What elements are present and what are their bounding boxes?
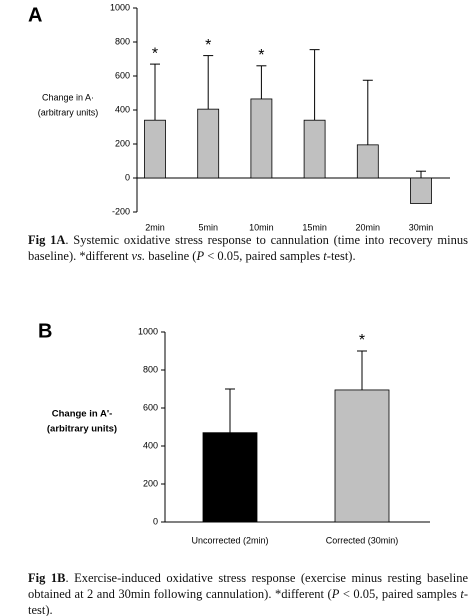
y-tick-label: -200 bbox=[112, 206, 130, 216]
caption-text: . Systemic oxidative stress response to … bbox=[28, 233, 468, 263]
significance-marker: * bbox=[258, 47, 264, 64]
x-tick-label: 15min bbox=[302, 222, 327, 232]
caption-text: Fig 1A bbox=[28, 233, 66, 247]
caption-text: t bbox=[460, 587, 464, 601]
y-axis-label: (arbitrary units) bbox=[38, 107, 99, 117]
panel-letter: A bbox=[28, 4, 42, 26]
caption-a: Fig 1A. Systemic oxidative stress respon… bbox=[28, 232, 468, 264]
x-tick-label: 2min bbox=[145, 222, 165, 232]
y-tick-label: 400 bbox=[143, 440, 158, 450]
bar bbox=[334, 389, 390, 523]
y-axis-label: Change in A· bbox=[42, 92, 94, 102]
caption-text: vs. bbox=[131, 249, 146, 263]
caption-text: < 0.05, paired samples bbox=[339, 587, 461, 601]
y-tick-label: 800 bbox=[115, 36, 130, 46]
y-tick-label: 0 bbox=[125, 172, 130, 182]
y-tick-label: 200 bbox=[115, 138, 130, 148]
bar bbox=[356, 144, 379, 179]
bar bbox=[144, 119, 166, 179]
x-tick-label: 5min bbox=[198, 222, 218, 232]
caption-b: Fig 1B. Exercise-induced oxidative stres… bbox=[28, 570, 468, 616]
caption-text: . Exercise-induced oxidative stress resp… bbox=[28, 571, 468, 601]
caption-text: -test). bbox=[28, 587, 469, 616]
bar bbox=[250, 98, 273, 179]
caption-text: < 0.05, paired samples bbox=[204, 249, 324, 263]
significance-marker: * bbox=[152, 45, 158, 62]
bar bbox=[202, 432, 258, 523]
bar bbox=[410, 177, 432, 204]
y-axis-label: (arbitrary units) bbox=[47, 424, 117, 435]
caption-text: baseline ( bbox=[145, 249, 197, 263]
y-axis-label: Change in A'- bbox=[52, 409, 113, 420]
significance-marker: * bbox=[359, 332, 365, 349]
caption-text: P bbox=[331, 587, 340, 601]
x-tick-label: 30min bbox=[409, 222, 434, 232]
caption-text: P bbox=[196, 249, 205, 263]
y-tick-label: 1000 bbox=[110, 2, 130, 12]
y-tick-label: 800 bbox=[143, 364, 158, 374]
y-tick-label: 600 bbox=[115, 70, 130, 80]
caption-text: t bbox=[323, 249, 327, 263]
y-tick-label: 0 bbox=[153, 516, 158, 526]
y-tick-label: 200 bbox=[143, 478, 158, 488]
significance-marker: * bbox=[205, 37, 211, 54]
y-tick-label: 1000 bbox=[138, 326, 158, 336]
caption-text: -test). bbox=[326, 249, 356, 263]
bar bbox=[197, 108, 220, 179]
x-tick-label: 20min bbox=[356, 222, 381, 232]
caption-text: Fig 1B bbox=[28, 571, 66, 585]
y-tick-label: 600 bbox=[143, 402, 158, 412]
x-tick-label: Corrected (30min) bbox=[326, 535, 399, 545]
panel-letter: B bbox=[38, 320, 52, 342]
bar bbox=[303, 119, 326, 179]
x-tick-label: 10min bbox=[249, 222, 274, 232]
y-tick-label: 400 bbox=[115, 104, 130, 114]
x-tick-label: Uncorrected (2min) bbox=[191, 535, 268, 545]
